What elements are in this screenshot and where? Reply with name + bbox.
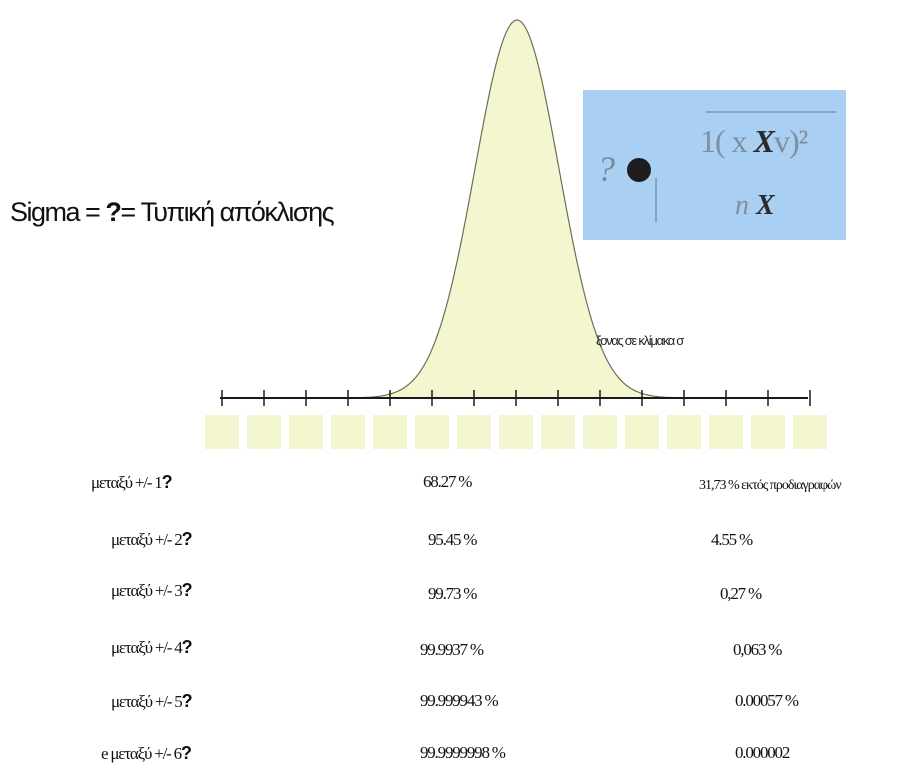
sigma-scale-box <box>583 415 617 449</box>
sigma-scale-box <box>373 415 407 449</box>
sigma-symbol: ? <box>105 197 122 227</box>
row-5-inside: 99.999943 % <box>420 691 499 710</box>
row-label-text: μεταξύ +/- 3 <box>111 581 183 600</box>
formula-denominator-x: X <box>756 190 775 221</box>
row-sigma-symbol: ? <box>161 472 173 492</box>
sigma-scale-box <box>541 415 575 449</box>
row-1-inside: 68.27 % <box>423 472 472 491</box>
row-label-text: μεταξύ +/- 1 <box>91 473 163 492</box>
sigma-scale-box <box>247 415 281 449</box>
row-sigma-symbol: ? <box>181 637 193 657</box>
row-label-text: μεταξύ +/- 4 <box>111 638 183 657</box>
row-6-outside: 0.000002 <box>735 743 790 762</box>
formula-denominator-prefix: n <box>735 190 756 221</box>
row-sigma-symbol: ? <box>181 580 193 600</box>
row-2-inside: 95.45 % <box>428 530 477 549</box>
formula-denominator: n X <box>735 190 775 222</box>
formula-numerator-suffix: v)² <box>774 123 808 159</box>
formula-numerator-x: X <box>753 123 775 159</box>
row-6-label: e μεταξύ +/- 6? <box>101 743 192 764</box>
sigma-scale-box <box>289 415 323 449</box>
sigma-title-suffix: = Τυπική απόκλισης <box>120 197 334 227</box>
row-label-text: μεταξύ +/- 2 <box>111 530 183 549</box>
row-1-label: μεταξύ +/- 1? <box>91 472 173 493</box>
sigma-definition-title: Sigma = ?= Τυπική απόκλισης <box>10 197 335 228</box>
row-4-label: μεταξύ +/- 4? <box>111 637 193 658</box>
sigma-scale-box <box>331 415 365 449</box>
row-sigma-symbol: ? <box>181 529 193 549</box>
row-3-label: μεταξύ +/- 3? <box>111 580 193 601</box>
row-sigma-symbol: ? <box>181 691 193 711</box>
row-6-inside: 99.9999998 % <box>420 743 506 762</box>
row-5-outside: 0.00057 % <box>735 691 799 710</box>
sigma-title-prefix: Sigma = <box>10 197 106 227</box>
formula-numerator: 1( x Xv)² <box>700 123 808 160</box>
formula-bullet-icon <box>627 158 651 182</box>
std-dev-formula-box <box>583 90 846 240</box>
row-label-text: μεταξύ +/- 5 <box>111 692 183 711</box>
row-label-text: e μεταξύ +/- 6 <box>101 744 182 763</box>
formula-root-bar <box>706 111 836 113</box>
formula-numerator-prefix: 1( x <box>700 123 754 159</box>
row-4-inside: 99.9937 % <box>420 640 484 659</box>
row-4-outside: 0,063 % <box>733 640 782 659</box>
sigma-scale-box <box>751 415 785 449</box>
sigma-scale-box <box>625 415 659 449</box>
sigma-scale-box <box>709 415 743 449</box>
row-1-outside: 31,73 % εκτός προδιαγραφών <box>699 478 842 493</box>
row-2-outside: 4.55 % <box>711 530 753 549</box>
sigma-scale-box <box>793 415 827 449</box>
row-3-inside: 99.73 % <box>428 584 477 603</box>
sigma-scale-box <box>205 415 239 449</box>
sigma-scale-box <box>499 415 533 449</box>
axis-scale-note: ξονας σε κλίμακα σ <box>596 333 684 348</box>
axis-ticks <box>221 390 811 406</box>
sigma-scale-box <box>457 415 491 449</box>
sigma-scale-box <box>667 415 701 449</box>
row-3-outside: 0,27 % <box>720 584 762 603</box>
row-2-label: μεταξύ +/- 2? <box>111 529 193 550</box>
row-sigma-symbol: ? <box>180 743 192 763</box>
formula-root-stroke <box>655 178 657 222</box>
formula-sigma-symbol: ? <box>597 149 615 189</box>
row-5-label: μεταξύ +/- 5? <box>111 691 193 712</box>
sigma-scale-box <box>415 415 449 449</box>
